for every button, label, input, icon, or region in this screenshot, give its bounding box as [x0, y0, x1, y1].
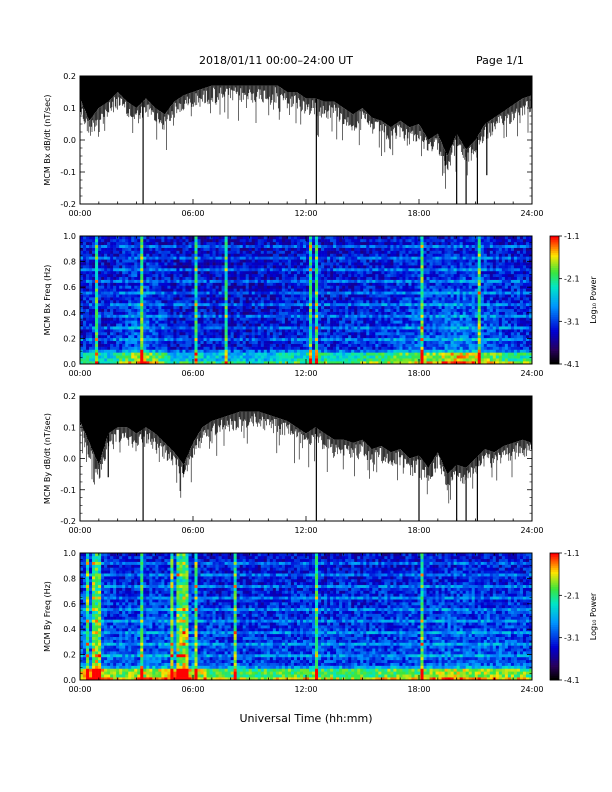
- x-tick-label: 18:00: [407, 209, 430, 218]
- y-tick-label: -0.1: [60, 168, 76, 177]
- y-tick-label: 0.1: [63, 423, 76, 432]
- y-tick-label: 0.4: [63, 309, 76, 318]
- spectrogram-image: [80, 236, 533, 365]
- y-axis-title: MCM By Freq (Hz): [43, 581, 52, 652]
- x-tick-label: 00:00: [68, 209, 91, 218]
- colorbar-label: Log₁₀ Power: [589, 592, 598, 640]
- x-tick-label: 24:00: [520, 685, 543, 694]
- colorbar: -4.1 -3.1 -2.1 -1.1 Log₁₀ Power: [549, 549, 598, 685]
- figure-title: 2018/01/11 00:00–24:00 UT: [199, 54, 353, 67]
- y-tick-label: 0.8: [63, 574, 76, 583]
- x-tick-label: 06:00: [181, 369, 204, 378]
- x-tick-label: 00:00: [68, 685, 91, 694]
- y-tick-label: 0.6: [63, 600, 76, 609]
- y-axis-title: MCM Bx dB/dt (nT/sec): [43, 94, 52, 185]
- y-tick-label: 0.2: [63, 72, 76, 81]
- plot-frame: [79, 235, 533, 365]
- x-axis-title: Universal Time (hh:mm): [240, 712, 373, 725]
- x-tick-label: 12:00: [294, 685, 317, 694]
- y-tick-label: 0.0: [63, 676, 76, 685]
- dbdt-trace: [80, 396, 532, 521]
- colorbar-tick-label: -3.1: [564, 634, 580, 643]
- colorbar-tick-label: -2.1: [564, 275, 580, 284]
- y-tick-label: 0.6: [63, 283, 76, 292]
- x-tick-label: 00:00: [68, 369, 91, 378]
- page-indicator: Page 1/1: [476, 54, 524, 67]
- colorbar-label: Log₁₀ Power: [589, 276, 598, 324]
- y-tick-label: 0.4: [63, 625, 76, 634]
- y-tick-label: 0.0: [63, 136, 76, 145]
- x-tick-label: 18:00: [407, 685, 430, 694]
- x-tick-label: 00:00: [68, 526, 91, 535]
- x-tick-label: 24:00: [520, 369, 543, 378]
- colorbar-tick-label: -3.1: [564, 317, 580, 326]
- x-tick-label: 12:00: [294, 209, 317, 218]
- y-tick-label: 1.0: [63, 549, 76, 558]
- plot-frame: [79, 552, 533, 681]
- dbdt-envelope: [80, 76, 532, 156]
- by-spectrogram-panel: -4.1 -3.1 -2.1 -1.1 Log₁₀ Power 00:00 06:00 12:…: [43, 549, 598, 694]
- x-tick-label: 24:00: [520, 209, 543, 218]
- x-tick-label: 12:00: [294, 526, 317, 535]
- y-tick-label: -0.1: [60, 486, 76, 495]
- spectrogram-image: [80, 553, 533, 681]
- x-tick-label: 06:00: [181, 526, 204, 535]
- x-tick-label: 06:00: [181, 209, 204, 218]
- dbdt-envelope: [80, 396, 532, 475]
- y-tick-label: 0.2: [63, 334, 76, 343]
- x-tick-label: 18:00: [407, 369, 430, 378]
- dbdt-fringe: [80, 85, 532, 189]
- y-tick-label: 0.0: [63, 455, 76, 464]
- dbdt-trace: [80, 76, 532, 204]
- colorbar-tick-label: -4.1: [564, 360, 580, 369]
- plot-frame: [79, 395, 533, 522]
- y-tick-label: -0.2: [60, 517, 76, 526]
- colorbar-tick-label: -4.1: [564, 676, 580, 685]
- y-axis-title: MCM Bx Freq (Hz): [43, 265, 52, 336]
- colorbar-tick-label: -2.1: [564, 591, 580, 600]
- y-tick-label: 0.2: [63, 392, 76, 401]
- x-tick-label: 18:00: [407, 526, 430, 535]
- x-tick-label: 12:00: [294, 369, 317, 378]
- x-tick-label: 24:00: [520, 526, 543, 535]
- y-tick-label: 0.0: [63, 360, 76, 369]
- colorbar-tick-label: -1.1: [564, 232, 580, 241]
- dbdt-fringe: [80, 411, 532, 504]
- y-tick-label: 1.0: [63, 232, 76, 241]
- colorbar-tick-label: -1.1: [564, 549, 580, 558]
- y-tick-label: 0.2: [63, 651, 76, 660]
- plot-frame: [79, 75, 533, 205]
- colorbar: -4.1 -3.1 -2.1 -1.1 Log₁₀ Power: [549, 232, 598, 369]
- y-tick-label: 0.1: [63, 104, 76, 113]
- by-dbdt-panel: 00:00 06:00 12:00 18:00 24:00 -0.2 -0.1 0.0 0.1 0…: [43, 392, 544, 535]
- y-tick-label: 0.8: [63, 258, 76, 267]
- y-axis-title: MCM By dB/dt (nT/sec): [43, 413, 52, 504]
- x-tick-label: 06:00: [181, 685, 204, 694]
- bx-spectrogram-panel: -4.1 -3.1 -2.1 -1.1 Log₁₀ Power 00:00 06:00 12:…: [43, 232, 598, 378]
- y-tick-label: -0.2: [60, 200, 76, 209]
- bx-dbdt-panel: 00:00 06:00 12:00 18:00 24:00 -0.2 -0.1 0.0 0.1 0…: [43, 72, 544, 218]
